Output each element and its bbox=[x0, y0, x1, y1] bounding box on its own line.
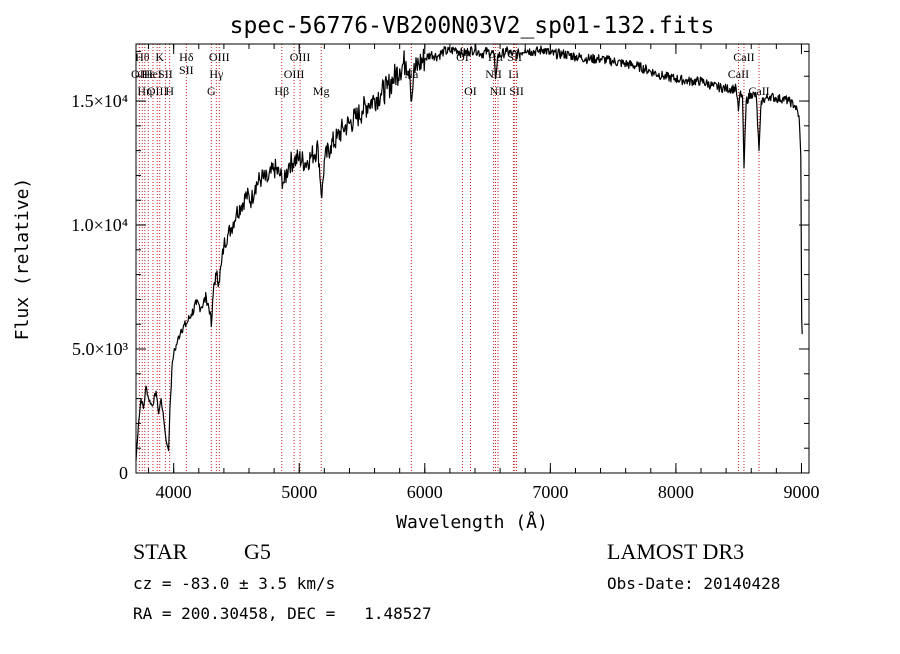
line-marker-label: Hγ bbox=[209, 67, 224, 81]
x-tick-label: 5000 bbox=[281, 482, 317, 502]
line-marker-label: Mg bbox=[313, 84, 330, 98]
line-marker-label: Hβ bbox=[274, 84, 289, 98]
spectrum-line bbox=[135, 43, 803, 461]
line-marker-label: SII bbox=[158, 67, 173, 81]
line-marker-label: SII bbox=[509, 84, 524, 98]
x-tick-label: 6000 bbox=[407, 482, 443, 502]
line-marker-label: CaII bbox=[748, 84, 769, 98]
line-marker-label: Hη bbox=[137, 84, 152, 98]
object-class: STAR bbox=[133, 539, 188, 564]
line-marker-label: OIII bbox=[209, 50, 230, 64]
line-marker-label: SII bbox=[179, 63, 194, 77]
x-tick-label: 7000 bbox=[532, 482, 568, 502]
line-marker-label: K bbox=[155, 50, 164, 64]
line-marker-label: OI bbox=[464, 84, 477, 98]
y-tick-label: 1.5×10⁴ bbox=[71, 91, 128, 111]
line-marker-label: OIII bbox=[284, 67, 305, 81]
survey-name: LAMOST DR3 bbox=[607, 539, 744, 564]
line-marker-layer: OIIHθHηHεHeIOIIIKSIIHHδSIIGHγOIIIHβOIIIO… bbox=[131, 44, 770, 473]
line-marker-label: Hθ bbox=[135, 50, 150, 64]
line-marker-label: Li bbox=[508, 67, 519, 81]
x-tick-label: 8000 bbox=[658, 482, 694, 502]
coordinates-text: RA = 200.30458, DEC = 1.48527 bbox=[133, 604, 432, 623]
y-tick-label: 0 bbox=[119, 463, 128, 483]
line-marker-label: OIII bbox=[290, 50, 311, 64]
x-tick-label: 9000 bbox=[783, 482, 819, 502]
line-marker-label: H bbox=[165, 84, 174, 98]
redshift-text: cz = -83.0 ± 3.5 km/s bbox=[133, 574, 335, 593]
object-subclass: G5 bbox=[244, 539, 271, 564]
y-axis-label: Flux (relative) bbox=[12, 178, 33, 341]
y-tick-label: 1.0×10⁴ bbox=[71, 215, 128, 235]
x-axis-label: Wavelength (Å) bbox=[396, 511, 548, 533]
line-marker-label: CaII bbox=[733, 50, 754, 64]
obs-date-text: Obs-Date: 20140428 bbox=[607, 574, 780, 593]
line-marker-label: CaII bbox=[728, 67, 749, 81]
line-marker-label: OII bbox=[131, 67, 148, 81]
axis-ticks: 4000 5000 6000 7000 8000 9000 0 5.0×10³ 1.0×10⁴ 1… bbox=[71, 44, 819, 502]
line-marker-label: OIII bbox=[147, 84, 168, 98]
line-marker-label: Hε bbox=[141, 67, 155, 81]
y-tick-label: 5.0×10³ bbox=[72, 339, 129, 359]
spectrum-series-layer bbox=[135, 43, 803, 461]
x-tick-label: 4000 bbox=[156, 482, 192, 502]
line-marker-label: NII bbox=[485, 67, 502, 81]
line-marker-label: Hδ bbox=[179, 50, 194, 64]
line-marker-label: NII bbox=[490, 84, 507, 98]
chart-title: spec-56776-VB200N03V2_sp01-132.fits bbox=[230, 13, 715, 39]
plot-frame bbox=[135, 43, 810, 474]
line-marker-label: G bbox=[207, 84, 216, 98]
